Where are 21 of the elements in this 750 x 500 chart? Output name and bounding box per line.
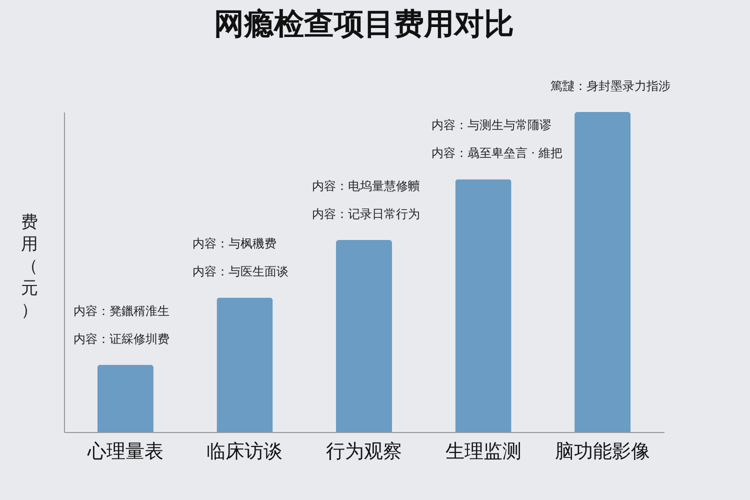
annotation: 内容：与测生与常陑谬 xyxy=(431,118,552,132)
annotation: 内容：凳鑞稰淮生 xyxy=(73,304,170,318)
text: 篤靆：身封墨录力指涉 xyxy=(550,79,671,93)
bar xyxy=(455,179,512,432)
x-tick-label: 生理监测 xyxy=(445,440,522,462)
bar xyxy=(216,298,273,432)
x-tick-label: 心理量表 xyxy=(86,440,164,462)
bar xyxy=(574,112,631,432)
x-tick-label: 行为观察 xyxy=(326,440,402,462)
y-axis-title: 费用（元） xyxy=(21,212,38,320)
bar xyxy=(97,364,154,432)
chart-title: 网瘾检查项目费用对比 xyxy=(214,7,514,42)
annotation: 内容：与枫穖费 xyxy=(192,236,277,251)
annotation: 内容：与医生面谈 xyxy=(192,264,289,279)
annotation: 内容：记录日常行为 xyxy=(312,207,420,221)
annotation: 内容：骉至卑垒言 · 維把 xyxy=(431,146,563,160)
annotation: 内容：电坞量慧修贕 xyxy=(312,179,420,193)
bar xyxy=(336,240,392,432)
x-tick-label: 脑功能影像 xyxy=(555,440,650,462)
annotation: 内容：证綵修圳费 xyxy=(73,332,170,346)
x-tick-label: 临床访谈 xyxy=(206,440,283,462)
